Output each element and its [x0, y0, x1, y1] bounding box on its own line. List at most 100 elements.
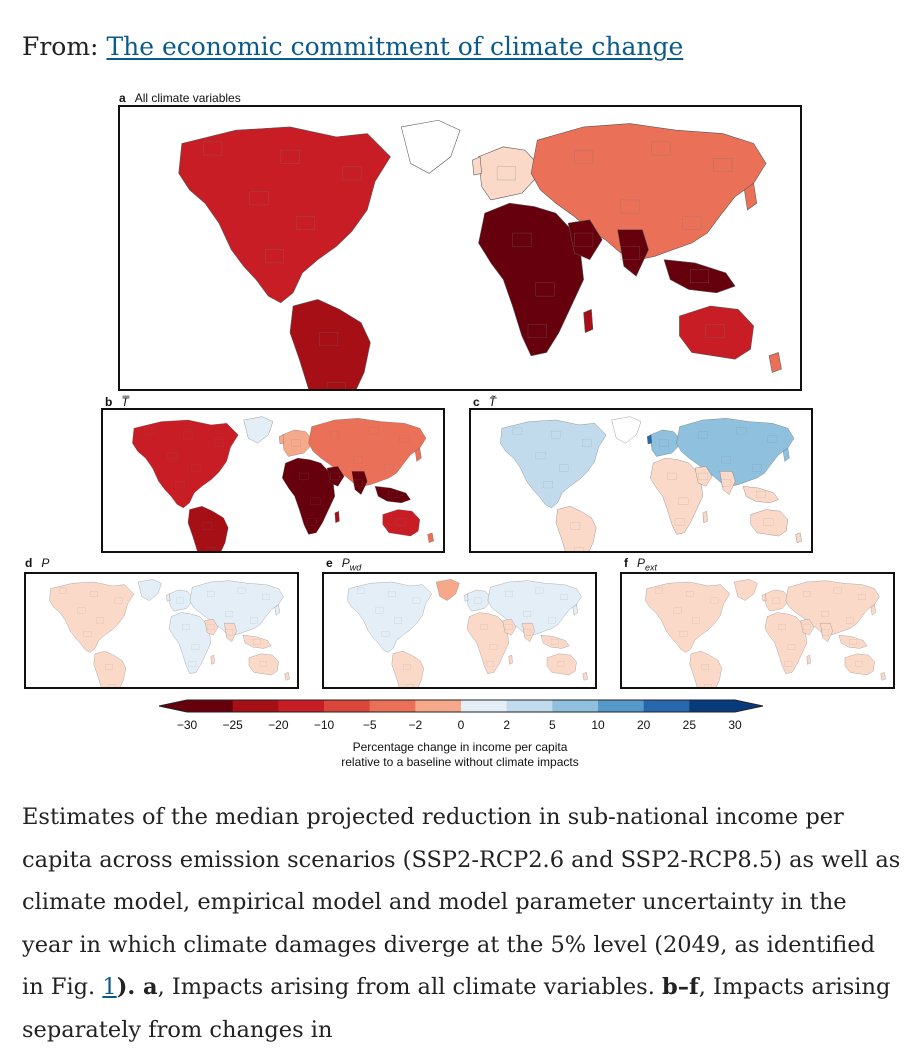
subnational-region-outline [620, 199, 640, 214]
subnational-region-outline [203, 141, 223, 156]
land-europe [478, 146, 538, 201]
colorbar-tick-label: 25 [682, 718, 697, 732]
land-india [617, 229, 649, 277]
land-africa [282, 457, 335, 535]
subnational-region-outline [803, 624, 811, 630]
land-arabia [502, 619, 517, 636]
subnational-region-outline [388, 491, 398, 499]
land-india [224, 623, 237, 642]
subnational-region-outline [144, 427, 155, 435]
land-japan [274, 604, 280, 616]
subnational-region-outline [527, 324, 547, 338]
land-africa [168, 612, 211, 674]
colorbar-tick-label: 2 [503, 718, 510, 732]
land-greenland [435, 579, 460, 601]
land-nz [427, 532, 434, 543]
colorbar-tick-label: −30 [176, 718, 198, 732]
subnational-region-outline [399, 435, 410, 443]
subnational-region-outline [291, 439, 301, 447]
colorbar-tick-label: 5 [548, 718, 556, 732]
subnational-region-outline [412, 597, 421, 604]
panel-title: P [41, 556, 50, 570]
subnational-region-outline [250, 617, 258, 624]
subnational-region-outline [679, 631, 688, 637]
subnational-region-outline [265, 249, 285, 264]
subnational-region-outline [394, 617, 402, 624]
subnational-region-outline [207, 624, 215, 630]
panel-letter: b [105, 395, 113, 409]
subnational-region-outline [682, 216, 702, 230]
colorbar-tick-label: 30 [728, 718, 742, 732]
subnational-region-outline [698, 472, 708, 480]
land-africa [478, 202, 584, 357]
subnational-region-outline [858, 594, 866, 601]
land-south-america [187, 506, 229, 551]
land-seasia [742, 486, 779, 504]
subnational-region-outline [721, 479, 731, 487]
caption-text-3: , Impacts arising from all climate varia… [157, 974, 663, 1000]
land-uk [762, 593, 767, 602]
subnational-region-outline [202, 522, 213, 530]
subnational-region-outline [574, 149, 594, 164]
subnational-region-outline [698, 431, 708, 439]
subnational-region-outline [326, 382, 346, 389]
subnational-region-outline [551, 431, 561, 439]
world-map [178, 119, 782, 389]
land-europe [466, 589, 491, 612]
subnational-region-outline [225, 629, 234, 636]
colorbar-segment [689, 700, 736, 712]
colorbar-segment [232, 700, 279, 712]
colorbar-tick-label: 10 [591, 718, 605, 732]
land-nz [880, 672, 886, 681]
land-uk [166, 593, 171, 602]
colorbar-tick-label: −2 [408, 718, 423, 732]
subnational-region-outline [678, 497, 689, 505]
subnational-region-outline [505, 624, 513, 630]
panel-f-label: f Pext [624, 556, 657, 572]
article-title-link[interactable]: The economic commitment of climate chang… [106, 32, 684, 61]
land-australia [679, 305, 754, 360]
subnational-region-outline [214, 439, 224, 447]
land-europe [282, 429, 312, 457]
caption-bold-a: a [143, 974, 158, 1000]
subnational-region-outline [833, 587, 842, 594]
subnational-region-outline [855, 660, 863, 667]
land-madagascar [583, 308, 594, 334]
panel-title: All climate variables [134, 91, 241, 105]
colorbar-segment [643, 700, 690, 712]
subnational-region-outline [752, 464, 762, 472]
subnational-region-outline [319, 332, 339, 347]
land-south-america [93, 650, 126, 687]
land-north-america [347, 581, 432, 653]
land-nz [582, 672, 588, 681]
subnational-region-outline [310, 497, 321, 505]
land-europe [650, 429, 680, 457]
colorbar-segment [598, 700, 645, 712]
subnational-region-outline [803, 591, 811, 597]
caption-text-1: Estimates of the median projected reduct… [22, 804, 901, 1000]
land-australia [546, 653, 577, 676]
subnational-region-outline [821, 611, 830, 617]
panel-letter: f [624, 556, 628, 570]
subnational-region-outline [77, 607, 86, 614]
subnational-region-outline [667, 472, 677, 480]
subnational-region-outline [167, 452, 178, 460]
subnational-region-outline [784, 660, 793, 667]
subnational-region-outline [395, 518, 406, 526]
colorbar-tick-label: −10 [313, 718, 335, 732]
land-uk [472, 156, 482, 176]
subnational-region-outline [704, 684, 712, 687]
subnational-region-outline [772, 597, 780, 604]
subnational-region-outline [763, 518, 774, 526]
subnational-region-outline [558, 464, 569, 472]
subnational-region-outline [387, 591, 396, 597]
subnational-region-outline [489, 644, 498, 650]
land-nz [284, 672, 290, 681]
figure-1-link[interactable]: 1 [102, 974, 117, 1000]
caption-bold-bf: b–f [662, 974, 699, 1000]
map-panel-f [620, 572, 895, 689]
land-madagascar [806, 654, 811, 665]
land-india [820, 623, 833, 642]
subnational-region-outline [582, 439, 592, 447]
subnational-region-outline [353, 456, 363, 464]
